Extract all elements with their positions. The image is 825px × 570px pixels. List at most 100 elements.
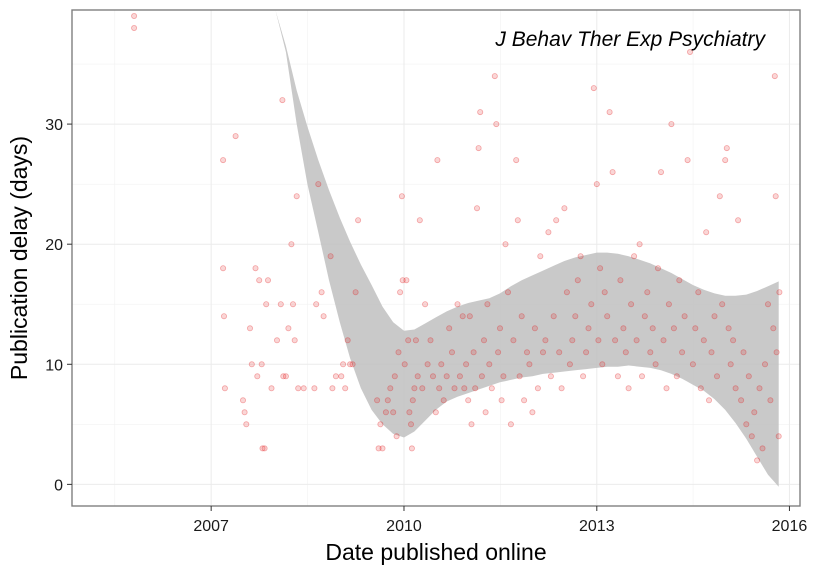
data-point [248, 361, 255, 368]
data-point [695, 289, 702, 296]
data-point [577, 253, 584, 260]
y-axis-title: Publication delay (days) [6, 136, 32, 380]
data-point [280, 373, 287, 380]
data-point [759, 445, 766, 452]
data-point [703, 229, 710, 236]
x-tick-label: 2016 [772, 518, 808, 535]
smooth-ribbon-layer [264, 10, 779, 487]
data-point [407, 421, 414, 428]
data-point [484, 301, 491, 308]
data-point [628, 301, 635, 308]
data-point [604, 313, 611, 320]
data-point [529, 409, 536, 416]
data-point [547, 373, 554, 380]
data-point [663, 385, 670, 392]
data-point [542, 337, 549, 344]
data-point [647, 349, 654, 356]
data-point [311, 385, 318, 392]
data-point [631, 253, 638, 260]
data-point [436, 385, 443, 392]
data-point [588, 301, 595, 308]
data-point [349, 361, 356, 368]
data-point [256, 277, 263, 284]
x-tick-label: 2010 [386, 518, 422, 535]
data-point [355, 217, 362, 224]
data-point [566, 361, 573, 368]
data-point [313, 301, 320, 308]
data-point [468, 421, 475, 428]
data-point [438, 361, 445, 368]
data-point [711, 313, 718, 320]
data-point [390, 409, 397, 416]
data-point [612, 337, 619, 344]
data-point [220, 157, 227, 164]
data-point [687, 49, 694, 56]
data-point [708, 349, 715, 356]
data-point [408, 445, 415, 452]
data-point [655, 265, 662, 272]
data-point [706, 397, 713, 404]
data-point [246, 325, 253, 332]
data-point [540, 349, 547, 356]
data-point [131, 24, 138, 31]
data-point [620, 325, 627, 332]
x-axis-title: Date published online [325, 539, 546, 565]
data-point [422, 301, 429, 308]
data-point [513, 157, 520, 164]
data-point [488, 385, 495, 392]
data-point [463, 361, 470, 368]
data-point [633, 337, 640, 344]
data-point [486, 361, 493, 368]
data-point [518, 313, 525, 320]
data-point [434, 157, 441, 164]
data-point [403, 277, 410, 284]
data-point [220, 265, 227, 272]
data-point [282, 373, 289, 380]
data-point [770, 325, 777, 332]
data-point [599, 361, 606, 368]
data-point [320, 313, 327, 320]
data-point [673, 373, 680, 380]
data-point [459, 313, 466, 320]
data-point [514, 217, 521, 224]
y-tick-label: 10 [45, 357, 63, 374]
data-point [507, 421, 514, 428]
data-point [569, 337, 576, 344]
data-point [493, 121, 500, 128]
data-point [268, 385, 275, 392]
data-point [473, 205, 480, 212]
data-point [332, 373, 339, 380]
data-point [475, 145, 482, 152]
data-point [412, 337, 419, 344]
data-point [243, 421, 250, 428]
data-point [697, 385, 704, 392]
data-point [414, 373, 421, 380]
smooth-confidence-ribbon [264, 10, 779, 487]
data-point [399, 277, 406, 284]
data-point [751, 409, 758, 416]
data-point [395, 349, 402, 356]
data-point [609, 169, 616, 176]
data-point [521, 397, 528, 404]
data-point [344, 337, 351, 344]
data-point [670, 325, 677, 332]
data-point [668, 121, 675, 128]
data-point [738, 397, 745, 404]
data-point [340, 361, 347, 368]
plot-panel-border [71, 9, 801, 507]
data-point [470, 349, 477, 356]
data-point [676, 277, 683, 284]
data-point [590, 85, 597, 92]
data-point [427, 337, 434, 344]
data-point [743, 421, 750, 428]
data-point [534, 385, 541, 392]
data-point [617, 277, 624, 284]
data-point [537, 253, 544, 260]
data-point [681, 313, 688, 320]
data-point [491, 73, 498, 80]
data-point [765, 301, 772, 308]
data-point [756, 385, 763, 392]
data-point [622, 349, 629, 356]
data-point [585, 325, 592, 332]
